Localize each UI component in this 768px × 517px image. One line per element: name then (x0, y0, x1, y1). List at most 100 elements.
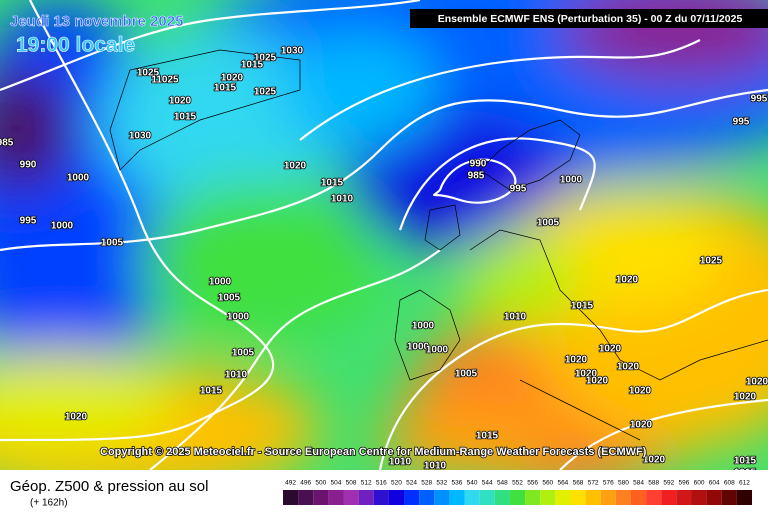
colorbar-cell (434, 490, 450, 505)
colorbar-cell (721, 490, 737, 505)
isobar-label: 1000 (67, 173, 90, 184)
isobar-label: 995 (20, 216, 37, 227)
isobar-label: 985 (0, 138, 14, 149)
isobar-label: 1010 (389, 457, 412, 468)
colorbar-label: 568 (573, 480, 584, 487)
colorbar-cell (509, 490, 526, 505)
colorbar-cell (736, 490, 752, 505)
colorbar-label: 608 (724, 480, 735, 487)
isobar-label: 1020 (630, 420, 653, 431)
isobar-label: 1015 (200, 386, 223, 397)
colorbar-cell (419, 490, 435, 505)
colorbar-cell (494, 490, 510, 505)
isobar-label: 1025 (254, 53, 277, 64)
forecast-date: Jeudi 13 novembre 2025 (10, 13, 183, 30)
isobar-label: 1020 (221, 73, 244, 84)
colorbar-cell (358, 490, 374, 505)
colorbar-label: 552 (512, 480, 523, 487)
colorbar-label: 556 (527, 480, 538, 487)
forecast-time: 19:00 locale (16, 34, 135, 57)
isobar-label: 985 (468, 171, 485, 182)
isobar-label: 1020 (65, 412, 88, 423)
isobar-label: 1000 (227, 312, 250, 323)
isobar-label: 1000 (407, 342, 430, 353)
isobar-label: 1010 (504, 312, 527, 323)
isobar-label: 11025 (151, 75, 179, 86)
colorbar-cell (343, 490, 359, 505)
isobar-label: 1005 (232, 348, 255, 359)
colorbar-cell (404, 490, 420, 505)
isobar-label: 1000 (51, 221, 74, 232)
run-info: Ensemble ECMWF ENS (Perturbation 35) - 0… (438, 13, 743, 25)
isobar-label: 1020 (616, 275, 639, 286)
colorbar-cell (600, 490, 616, 505)
colorbar-label: 532 (436, 480, 447, 487)
colorbar-label: 604 (709, 480, 720, 487)
isobars (0, 0, 768, 470)
isobar-label: 1020 (734, 392, 757, 403)
colorbar-cell (706, 490, 722, 505)
colorbar-cell (479, 490, 495, 505)
colorbar: 492 496 500 504 508 512 516 520 524 528 532 536 540 5… (283, 480, 752, 505)
colorbar-label: 584 (633, 480, 644, 487)
isobar-label: 1015 (476, 431, 499, 442)
colorbar-label: 508 (346, 480, 357, 487)
colorbar-label: 540 (467, 480, 478, 487)
colorbar-cell (373, 490, 389, 505)
isobar-label: 1020 (575, 369, 598, 380)
colorbar-cell (328, 490, 344, 505)
isobar-label: 1020 (746, 377, 768, 388)
isobar-label: 1020 (565, 355, 588, 366)
copyright: Copyright © 2025 Meteociel.fr - Source E… (100, 446, 647, 458)
isobar-label: 995 (733, 117, 750, 128)
colorbar-label: 544 (482, 480, 493, 487)
colorbar-cell (449, 490, 465, 505)
colorbar-label: 528 (421, 480, 432, 487)
isobar-label: 1015 (214, 83, 237, 94)
colorbar-cell (585, 490, 601, 505)
isobar-label: 1020 (586, 376, 609, 387)
coastlines (109, 49, 768, 441)
colorbar-label: 560 (542, 480, 553, 487)
isobar-label: 1020 (169, 96, 192, 107)
colorbar-label: 576 (603, 480, 614, 487)
run-banner (410, 9, 768, 28)
isobar-label: 1005 (537, 218, 560, 229)
colorbar-cell (615, 490, 631, 505)
colorbar-cell (283, 490, 299, 505)
colorbar-label: 548 (497, 480, 508, 487)
colorbar-label: 600 (694, 480, 705, 487)
colorbar-label: 492 (285, 480, 296, 487)
colorbar-label: 588 (648, 480, 659, 487)
colorbar-label: 500 (315, 480, 326, 487)
isobar-label: 1010 (424, 461, 447, 472)
colorbar-label: 496 (300, 480, 311, 487)
colorbar-label: 580 (618, 480, 629, 487)
colorbar-cell (630, 490, 647, 505)
isobar-label: 1025 (254, 87, 277, 98)
colorbar-cell (540, 490, 556, 505)
colorbar-label: 520 (391, 480, 402, 487)
colorbar-label: 612 (739, 480, 750, 487)
colorbar-cell (646, 490, 662, 505)
isobar-label: 1030 (281, 46, 304, 57)
colorbar-label: 512 (361, 480, 372, 487)
isobar-label: 1025 (137, 68, 160, 79)
colorbar-cell (570, 490, 586, 505)
isobar-label: 1030 (129, 131, 152, 142)
isobar-label: 1020 (629, 386, 652, 397)
isobar-label: 1020 (284, 161, 307, 172)
isobar-label: 1000 (426, 345, 449, 356)
lead-time: (+ 162h) (30, 498, 68, 509)
legend-title: Géop. Z500 & pression au sol (10, 478, 208, 495)
isobar-label: 990 (470, 159, 487, 170)
colorbar-label: 504 (331, 480, 342, 487)
isobar-label: 995 (751, 94, 768, 105)
isobar-label: 1015 (321, 178, 344, 189)
colorbar-cell (676, 490, 692, 505)
colorbar-cell (525, 490, 541, 505)
colorbar-label: 572 (588, 480, 599, 487)
